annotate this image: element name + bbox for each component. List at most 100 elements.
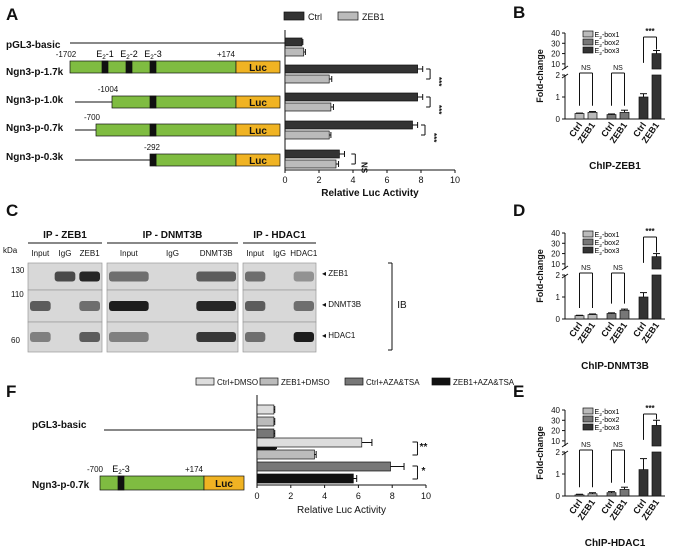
e2-box-A xyxy=(149,95,157,109)
legend-swatch-E-2 xyxy=(582,423,594,431)
legend-label-F-1: ZEB1+DMSO xyxy=(281,378,330,387)
bar-D-5-lower xyxy=(651,274,662,320)
x-tick-label-A: 0 xyxy=(282,175,287,185)
start-label-A-1: -1004 xyxy=(98,85,119,94)
panel-letter-A: A xyxy=(6,5,18,24)
legend-label-F-2: Ctrl+AZA&TSA xyxy=(366,378,420,387)
category-label-F-0: pGL3-basic xyxy=(32,420,87,431)
x-tick-label-A: 2 xyxy=(316,175,321,185)
blot-band-1 xyxy=(109,301,149,311)
y-tick-label-B: 40 xyxy=(551,29,560,38)
start-label-A-3: -292 xyxy=(144,143,161,152)
x-tick-label-F: 8 xyxy=(390,491,395,501)
lane-label-0-1: IgG xyxy=(59,249,72,258)
luc-label-A-1: Luc xyxy=(249,98,267,109)
y-tick-label-B: 0 xyxy=(556,115,561,124)
x-tick-label-A: 8 xyxy=(418,175,423,185)
y-tick-label-E: 0 xyxy=(556,492,561,501)
bar-B-5-lower xyxy=(651,74,662,120)
x-tick-label-A: 10 xyxy=(450,175,460,185)
bar-A-ZEB1-4 xyxy=(284,159,337,169)
blot-band-1 xyxy=(293,301,314,311)
sig-label-B-1: NS xyxy=(613,65,623,72)
x-tick-label-A: 4 xyxy=(350,175,355,185)
legend-swatch-F-3 xyxy=(431,377,451,386)
legend-label-B-1: E2-box2 xyxy=(595,40,620,49)
ip-header-2: IP - HDAC1 xyxy=(253,230,306,241)
legend-swatch-zeb1 xyxy=(337,11,359,21)
category-label-F-1: Ngn3-p-0.7k xyxy=(32,480,90,491)
bar-E-3 xyxy=(619,489,630,497)
legend-swatch-F-1 xyxy=(259,377,279,386)
legend-swatch-ctrl xyxy=(283,11,305,21)
y-tick-label-B: 30 xyxy=(551,39,560,48)
y-tick-label-E: 10 xyxy=(551,437,560,446)
axis-break-E xyxy=(561,442,569,448)
sig-label-D-1: NS xyxy=(613,265,623,272)
blot-band-0 xyxy=(109,271,149,282)
lane-label-2-1: IgG xyxy=(273,249,286,258)
blot-label-1: ◂ DNMT3B xyxy=(322,300,361,309)
bar-E-5-lower xyxy=(651,451,662,497)
promoter-box-A-3 xyxy=(155,153,237,167)
bar-E-5 xyxy=(651,425,662,447)
legend-swatch-E-0 xyxy=(582,407,594,415)
x-tick-label-A: 6 xyxy=(384,175,389,185)
bar-A-Ctrl-4 xyxy=(284,149,340,159)
bar-F-2-1 xyxy=(256,461,391,472)
bar-B-2 xyxy=(606,114,617,120)
blot-band-2 xyxy=(109,332,149,342)
panel-letter-C: C xyxy=(6,201,18,220)
bar-D-4 xyxy=(638,296,649,320)
y-axis-title-B: Fold-change xyxy=(535,49,545,103)
bar-A-ZEB1-1 xyxy=(284,74,330,84)
lane-label-1-1: IgG xyxy=(166,249,179,258)
blot-label-0: ◂ ZEB1 xyxy=(322,269,349,278)
lane-label-2-0: Input xyxy=(246,249,265,258)
y-tick-label-D: 20 xyxy=(551,250,560,259)
y-tick-label-D: 40 xyxy=(551,229,560,238)
e2-box-A xyxy=(125,60,133,74)
legend-swatch-F-0 xyxy=(195,377,215,386)
bar-A-Ctrl-0 xyxy=(284,37,303,47)
bar-D-2 xyxy=(606,313,617,320)
sig-label-A-3: *** xyxy=(429,133,438,143)
category-label-A-0: pGL3-basic xyxy=(6,40,61,51)
x-tick-label-F: 10 xyxy=(421,491,431,501)
legend-label-B-2: E2-box3 xyxy=(595,48,620,57)
ib-label: IB xyxy=(397,300,407,311)
sig-label-F-1: * xyxy=(422,466,426,477)
sig-label-D-2: *** xyxy=(645,227,655,236)
legend-label-F-0: Ctrl+DMSO xyxy=(217,378,258,387)
legend-label-F-3: ZEB1+AZA&TSA xyxy=(453,378,515,387)
ip-header-1: IP - DNMT3B xyxy=(143,230,203,241)
y-tick-label-D: 1 xyxy=(556,293,561,302)
category-label-A-4: Ngn3-p-0.3k xyxy=(6,152,64,163)
y-tick-label-E: 30 xyxy=(551,416,560,425)
sig-label-E-2: *** xyxy=(645,404,655,413)
start-label-A-2: -700 xyxy=(84,113,101,122)
lane-label-1-2: DNMT3B xyxy=(200,249,233,258)
y-tick-label-B: 20 xyxy=(551,50,560,59)
y-axis-title-D: Fold-change xyxy=(535,249,545,303)
mw-label-1: 110 xyxy=(11,290,24,299)
legend-label-D-0: E2-box1 xyxy=(595,232,620,241)
lane-label-0-0: Input xyxy=(31,249,50,258)
e2-box-A xyxy=(149,60,157,74)
y-tick-label-E: 1 xyxy=(556,470,561,479)
x-axis-title-D: ChIP-DNMT3B xyxy=(581,361,649,372)
bar-D-3 xyxy=(619,309,630,320)
luc-label-A-0: Luc xyxy=(249,63,267,74)
category-label-A-2: Ngn3-p-1.0k xyxy=(6,95,64,106)
x-tick-label-F: 4 xyxy=(322,491,327,501)
e2-label-A-1: E2-2 xyxy=(120,49,138,61)
y-axis-title-E: Fold-change xyxy=(535,426,545,480)
e2-box-A xyxy=(101,60,109,74)
panel-letter-E: E xyxy=(513,382,524,401)
panel-letter-F: F xyxy=(6,382,16,401)
x-axis-title-F: Relative Luc Activity xyxy=(297,505,386,516)
sig-label-F-0: ** xyxy=(420,442,428,453)
legend-label-E-0: E2-box1 xyxy=(595,409,620,418)
sig-label-A-4: NS xyxy=(359,162,368,174)
